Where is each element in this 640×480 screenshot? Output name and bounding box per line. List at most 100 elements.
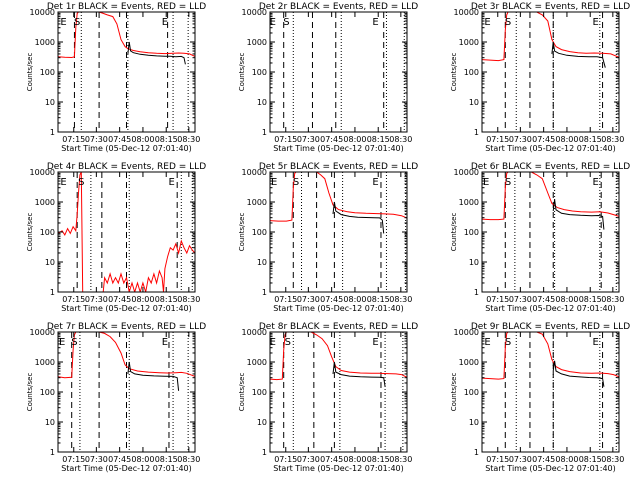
plot-area — [482, 12, 619, 132]
y-tick-label: 10 — [45, 258, 55, 267]
panel-title: Det 8r BLACK = Events, RED = LLD — [259, 322, 418, 332]
y-tick-label: 10 — [257, 258, 267, 267]
y-tick-label: 10000 — [30, 328, 55, 337]
plot-frame — [481, 331, 620, 453]
x-axis-label: Start Time (05-Dec-12 07:01:40) — [273, 464, 404, 473]
x-tick-label: 08:15 — [155, 455, 178, 464]
marker-label: S — [74, 17, 80, 28]
panel-title: Det 6r BLACK = Events, RED = LLD — [471, 162, 630, 172]
y-tick-label: 1000 — [35, 198, 55, 207]
events-series-line — [551, 41, 606, 68]
y-tick-label: 1000 — [247, 358, 267, 367]
plot-frame — [481, 171, 620, 293]
lld-series-line — [58, 332, 195, 379]
x-tick-label: 07:30 — [85, 295, 108, 304]
y-axis-label: Counts/sec — [238, 373, 246, 412]
y-tick-label: 10 — [45, 418, 55, 427]
lld-series-line — [270, 332, 407, 381]
x-tick-label: 07:45 — [532, 295, 555, 304]
x-axis-label: Start Time (05-Dec-12 07:01:40) — [485, 304, 616, 313]
x-tick-label: 07:30 — [509, 295, 532, 304]
x-tick-label: 07:30 — [297, 295, 320, 304]
x-tick-label: 07:45 — [532, 455, 555, 464]
x-tick-label: 08:30 — [389, 455, 412, 464]
x-tick-label: 08:00 — [343, 295, 366, 304]
y-tick-label: 10000 — [454, 8, 479, 17]
y-axis-label: Counts/sec — [450, 213, 458, 252]
lld-series-line — [482, 12, 619, 62]
x-tick-label: 07:15 — [486, 135, 509, 144]
y-axis-label: Counts/sec — [450, 53, 458, 92]
y-axis-label: Counts/sec — [238, 213, 246, 252]
marker-label: E — [162, 337, 168, 348]
marker-label: E — [372, 337, 378, 348]
y-tick-label: 10 — [469, 98, 479, 107]
panel-title: Det 3r BLACK = Events, RED = LLD — [471, 2, 630, 12]
marker-label: E — [483, 177, 489, 188]
marker-label: S — [293, 177, 299, 188]
x-tick-label: 07:30 — [509, 455, 532, 464]
x-tick-label: 07:45 — [108, 455, 131, 464]
x-tick-label: 07:15 — [62, 455, 85, 464]
panel-title: Det 5r BLACK = Events, RED = LLD — [259, 162, 418, 172]
marker-label: S — [78, 177, 84, 188]
detector-panel-6: Det 6r BLACK = Events, RED = LLD E S E 1 10 10… — [450, 162, 630, 313]
panel-title: Det 9r BLACK = Events, RED = LLD — [471, 322, 630, 332]
marker-label: E — [372, 177, 378, 188]
marker-label: E — [162, 17, 168, 28]
detector-panel-5: Det 5r BLACK = Events, RED = LLD E S E 1 10 10… — [238, 162, 418, 313]
y-tick-label: 1 — [50, 448, 55, 457]
plot-area — [58, 12, 195, 132]
plot-area — [270, 172, 407, 292]
y-tick-label: 10000 — [242, 328, 267, 337]
x-tick-label: 07:15 — [274, 455, 297, 464]
plot-area — [283, 12, 405, 132]
marker-label: E — [484, 17, 490, 28]
marker-label: E — [270, 337, 276, 348]
plot-frame — [269, 331, 408, 453]
y-tick-label: 1000 — [35, 38, 55, 47]
plot-area — [482, 332, 619, 452]
detector-panel-3: Det 3r BLACK = Events, RED = LLD E S E 1 10 10… — [450, 2, 630, 153]
events-series-line — [332, 361, 386, 387]
x-tick-label: 08:00 — [343, 455, 366, 464]
x-tick-label: 07:45 — [532, 135, 555, 144]
y-tick-label: 100 — [40, 388, 55, 397]
x-axis-label: Start Time (05-Dec-12 07:01:40) — [61, 304, 192, 313]
y-axis-label: Counts/sec — [26, 53, 34, 92]
y-tick-label: 10 — [469, 418, 479, 427]
x-axis-label: Start Time (05-Dec-12 07:01:40) — [273, 304, 404, 313]
marker-label: E — [60, 17, 66, 28]
panel-title: Det 1r BLACK = Events, RED = LLD — [47, 2, 206, 12]
y-tick-label: 10 — [257, 418, 267, 427]
y-tick-label: 1 — [262, 288, 267, 297]
panel-title: Det 4r BLACK = Events, RED = LLD — [47, 162, 206, 172]
y-tick-label: 100 — [464, 388, 479, 397]
events-series-line — [127, 361, 180, 391]
panel-title: Det 2r BLACK = Events, RED = LLD — [259, 2, 418, 12]
y-tick-label: 10 — [469, 258, 479, 267]
x-tick-label: 07:30 — [297, 455, 320, 464]
y-tick-label: 1000 — [35, 358, 55, 367]
y-tick-label: 1 — [262, 128, 267, 137]
y-tick-label: 1000 — [247, 38, 267, 47]
x-tick-label: 08:00 — [131, 135, 154, 144]
y-tick-label: 1 — [474, 288, 479, 297]
y-tick-label: 1000 — [459, 38, 479, 47]
marker-label: S — [283, 17, 289, 28]
events-series-line — [552, 360, 605, 387]
marker-label: S — [285, 337, 291, 348]
detector-panel-4: Det 4r BLACK = Events, RED = LLD E S E 1 10 10… — [26, 162, 206, 313]
x-tick-label: 08:15 — [367, 135, 390, 144]
x-tick-label: 08:30 — [389, 135, 412, 144]
plot-frame — [481, 11, 620, 133]
x-tick-label: 08:30 — [177, 135, 200, 144]
y-tick-label: 100 — [464, 68, 479, 77]
y-axis-label: Counts/sec — [238, 53, 246, 92]
x-tick-label: 07:45 — [320, 295, 343, 304]
x-tick-label: 08:00 — [555, 455, 578, 464]
x-tick-label: 08:30 — [177, 455, 200, 464]
